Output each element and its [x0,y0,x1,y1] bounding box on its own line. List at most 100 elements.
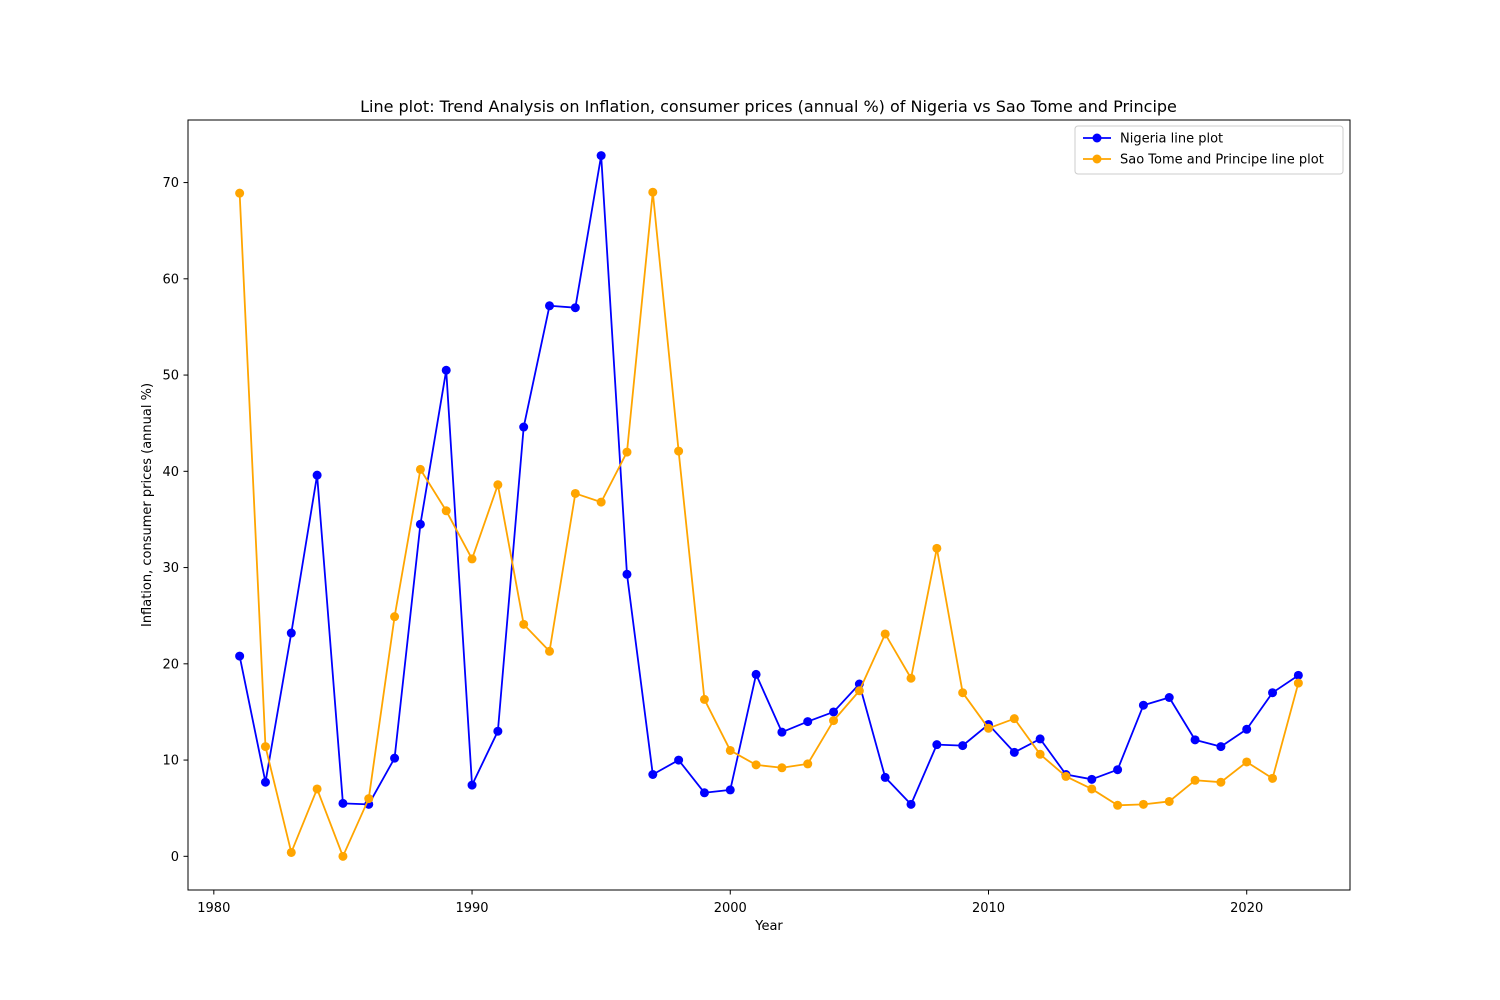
sao-tome-and-principe-line-plot-point [545,646,555,656]
sao-tome-and-principe-line-plot-point [493,480,503,490]
nigeria-line-plot-point [1268,688,1278,698]
nigeria-line-plot-point [622,569,632,579]
legend-label: Nigeria line plot [1120,132,1223,147]
y-axis-title: Inflation, consumer prices (annual %) [140,383,155,627]
nigeria-line-plot-point [1009,747,1019,757]
nigeria-line-plot-point [1190,735,1200,745]
nigeria-line-plot-point [1293,670,1303,680]
sao-tome-and-principe-line-plot-point [854,686,864,696]
sao-tome-and-principe-line-plot-point [1113,800,1123,810]
legend-box [1074,125,1344,175]
sao-tome-and-principe-line-plot-point [260,742,270,752]
nigeria-line-plot-point [545,301,555,311]
sao-tome-and-principe-line-plot-point [390,612,400,622]
nigeria-line-plot-point [286,628,296,638]
sao-tome-and-principe-line-plot-point [1009,714,1019,724]
nigeria-line-plot-point [648,770,658,779]
nigeria-line-plot-point [777,727,787,737]
sao-tome-and-principe-line-plot-point [1164,796,1174,806]
x-tick-label: 1990 [455,901,488,916]
nigeria-line-plot-point [751,669,761,679]
sao-tome-and-principe-line-plot-point [415,464,425,474]
x-axis: 1980 1990 2000 2010 2020 [197,890,1263,916]
y-tick-label: 30 [162,561,179,576]
sao-tome-and-principe-line-plot-point [1242,757,1252,767]
sao-tome-and-principe-line-plot-point [1293,678,1303,688]
nigeria-line-plot-point [829,707,839,717]
y-tick-label: 60 [162,272,179,287]
nigeria-line-plot-point [674,755,684,765]
sao-tome-and-principe-line-plot-point [519,619,529,629]
nigeria-line-plot-point [390,753,400,763]
nigeria-line-plot-point [1138,700,1148,710]
sao-tome-and-principe-line-plot-point [983,723,993,733]
nigeria-line-plot-point [235,651,245,661]
sao-tome-and-principe-line-plot-point [932,543,942,553]
sao-tome-and-principe-line-plot-point [803,759,813,769]
series-layer [235,151,1303,861]
nigeria-line-plot-point [596,151,606,161]
nigeria-line-plot-point [1242,724,1252,734]
sao-tome-and-principe-line-plot-point [286,847,296,857]
y-tick-label: 10 [162,754,179,769]
nigeria-line-plot-point [467,780,477,790]
nigeria-line-plot-point [906,799,916,809]
sao-tome-and-principe-line-plot-point [1138,799,1148,809]
x-tick-label: 1980 [197,901,230,916]
nigeria-line-plot-point [958,741,968,751]
sao-tome-and-principe-line-plot-point [312,784,322,794]
sao-tome-and-principe-line-plot-point [338,851,348,861]
sao-tome-and-principe-line-plot-point [1268,773,1278,783]
nigeria-line-plot-point [570,303,580,313]
y-tick-label: 20 [162,657,179,672]
nigeria-line-plot-point [493,726,503,736]
nigeria-line-plot-point [1216,742,1226,752]
sao-tome-and-principe-line-plot-point [1061,771,1071,781]
sao-tome-and-principe-line-plot-point [674,446,684,456]
nigeria-line-plot-point [441,365,451,375]
sao-tome-and-principe-line-plot-point [958,688,968,698]
sao-tome-and-principe-line-plot-point [829,716,839,726]
sao-tome-and-principe-line-plot-point [880,629,890,639]
x-tick-label: 2000 [714,901,747,916]
nigeria-line-plot-point [1113,765,1123,775]
nigeria-line-plot-point [1164,693,1174,702]
nigeria-line-plot-point [519,422,529,432]
sao-tome-and-principe-line-plot-point [441,506,451,516]
sao-tome-and-principe-line-plot-point [906,673,916,683]
sao-tome-and-principe-line-plot-point [364,794,374,804]
nigeria-line-plot-point [1087,774,1097,784]
sao-tome-and-principe-line-plot-point [1087,784,1097,794]
x-axis-title: Year [754,919,783,934]
nigeria-line-plot-point [725,785,735,795]
x-tick-label: 2020 [1230,901,1263,916]
sao-tome-and-principe-line-plot-point [1190,775,1200,785]
sao-tome-and-principe-line-plot-point [596,497,606,507]
nigeria-line-plot-series-line [238,154,1299,806]
y-axis: 0 10 20 30 40 50 60 70 [162,176,188,865]
nigeria-line-plot-point [699,788,709,798]
nigeria-line-plot-point [260,777,270,787]
legend-marker [1092,133,1102,143]
y-tick-label: 0 [171,850,179,865]
sao-tome-and-principe-line-plot-point [235,188,245,198]
sao-tome-and-principe-line-plot-point [622,447,632,457]
sao-tome-and-principe-line-plot-point [699,694,709,704]
nigeria-line-plot-point [338,798,348,808]
nigeria-line-plot-point [415,519,425,529]
nigeria-line-plot-point [880,772,890,782]
chart-title: Line plot: Trend Analysis on Inflation, … [360,97,1177,116]
sao-tome-and-principe-line-plot-point [467,554,477,564]
y-tick-label: 70 [162,176,179,191]
x-tick-label: 2010 [972,901,1005,916]
nigeria-line-plot-point [932,740,942,750]
nigeria-line-plot-point [1035,734,1045,744]
sao-tome-and-principe-line-plot-point [751,760,761,770]
sao-tome-and-principe-line-plot-point [570,488,580,498]
nigeria-line-plot-point [312,470,322,480]
sao-tome-and-principe-line-plot-point [725,745,735,755]
sao-tome-and-principe-line-plot-point [777,763,787,773]
y-tick-label: 50 [162,369,179,384]
legend-marker [1092,154,1102,164]
